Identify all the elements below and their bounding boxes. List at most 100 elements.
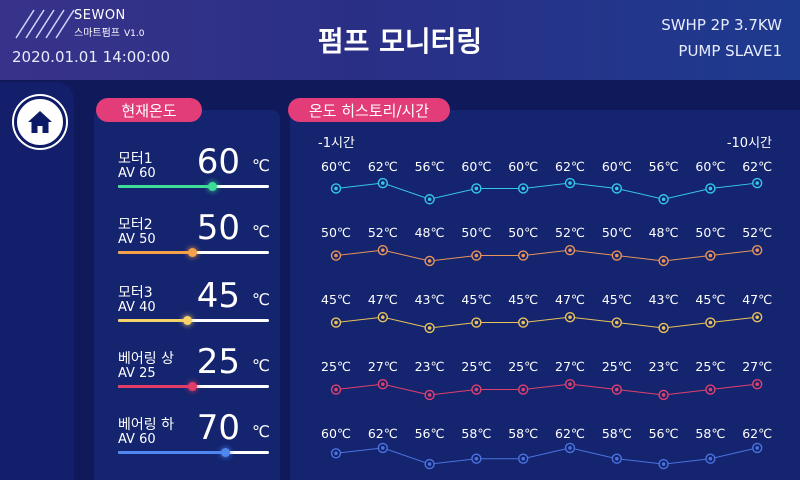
sensor-level-bar [118,382,269,391]
history-value-label: 58℃ [461,426,491,441]
sensor-level-fill [118,185,212,188]
history-point-dot [708,253,713,258]
history-point-dot [521,186,525,191]
history-point-dot [568,248,572,252]
sensor-level-fill [118,385,192,388]
current-temp-panel [94,110,280,480]
history-series-line [335,447,758,465]
sensor-value: 25 [196,342,240,382]
history-point-dot [427,326,432,330]
history-value-label: 27℃ [368,359,398,374]
sensor-bearing-lower: 베어링 하 AV 60 70 ℃ [118,408,270,464]
history-value-label: 27℃ [555,359,585,374]
history-point-dot [521,387,525,392]
sensor-average: AV 40 [118,300,156,315]
history-value-label: 23℃ [415,359,445,374]
history-value-label: 47℃ [555,292,585,307]
history-value-label: 60℃ [321,159,351,174]
history-value-label: 45℃ [695,292,725,307]
sensor-bearing-upper: 베어링 상 AV 25 25 ℃ [118,342,270,398]
history-value-label: 50℃ [508,225,538,240]
history-point-dot [568,315,572,319]
history-value-label: 47℃ [368,292,398,307]
brand-version: V1.0 [124,29,145,39]
sensor-unit: ℃ [252,422,270,441]
history-point-dot [661,197,666,202]
history-value-label: 52℃ [555,225,585,240]
home-icon [28,111,52,133]
sensor-value: 70 [196,408,240,448]
history-value-label: 43℃ [415,292,445,307]
history-value-label: 60℃ [321,426,351,441]
sensor-name: 모터1 [118,151,153,167]
logo-stripes-icon [15,9,75,39]
history-point-dot [708,387,713,392]
header-bar: SEWON 스마트펌프 V1.0 2020.01.01 14:00:00 펌프 모… [0,0,800,80]
history-point-dot [755,181,759,185]
sensor-level-bar [118,182,269,191]
history-value-label: 25℃ [695,359,725,374]
sensor-average: AV 60 [118,432,156,447]
history-point-dot [334,186,338,191]
history-value-label: 56℃ [649,426,679,441]
history-value-label: 47℃ [742,292,772,307]
history-point-dot [381,315,385,319]
brand-name: SEWON [74,8,126,23]
sensor-unit: ℃ [252,156,270,175]
sensor-name: 모터2 [118,217,153,233]
sensor-value: 50 [196,208,240,248]
history-value-label: 48℃ [649,225,679,240]
datetime: 2020.01.01 14:00:00 [12,48,171,66]
history-value-label: 58℃ [695,426,725,441]
history-point-dot [381,181,385,185]
history-value-label: 62℃ [555,426,585,441]
history-point-dot [661,462,666,466]
history-value-label: 25℃ [508,359,538,374]
history-point-dot [568,446,572,450]
history-point-dot [755,248,759,252]
history-point-dot [615,186,619,191]
history-point-dot [474,186,479,191]
sensor-unit: ℃ [252,290,270,309]
history-point-dot [381,248,385,252]
history-value-label: 60℃ [508,159,538,174]
history-point-dot [521,456,525,461]
sensor-name: 베어링 하 [118,417,174,433]
history-value-label: 43℃ [649,292,679,307]
history-value-label: 45℃ [508,292,538,307]
sensor-average: AV 25 [118,366,156,381]
history-point-dot [381,446,385,450]
sensor-level-bar [118,316,269,325]
history-point-dot [615,456,619,461]
sensor-unit: ℃ [252,222,270,241]
sensor-level-fill [118,251,192,254]
history-series-line [335,249,758,262]
history-point-dot [474,456,479,461]
brand-subtitle: 스마트펌프 V1.0 [74,24,144,39]
history-value-label: 45℃ [602,292,632,307]
history-value-label: 45℃ [461,292,491,307]
history-point-dot [427,393,432,397]
sensor-level-knob [207,182,217,191]
home-button[interactable] [14,96,66,148]
history-series-line [335,182,758,200]
history-point-dot [474,320,479,325]
history-value-label: 50℃ [602,225,632,240]
history-value-label: 50℃ [461,225,491,240]
sensor-level-bar [118,448,269,457]
history-value-label: 60℃ [602,159,632,174]
history-chart: 60℃ 62℃ 56℃ 60℃ 60℃ 62℃ 60℃ 56℃ 60℃ 62℃ 50℃ 52℃ 48℃ 5… [321,159,772,470]
history-point-dot [755,382,759,386]
history-point-dot [661,259,666,263]
history-value-label: 60℃ [461,159,491,174]
sensor-level-bar [118,248,269,257]
history-value-label: 25℃ [321,359,351,374]
sensor-level-knob [183,316,193,325]
history-point-dot [568,181,572,185]
history-point-dot [474,253,479,258]
history-point-dot [661,393,666,397]
history-start-label: -1시간 [318,136,355,151]
history-value-label: 50℃ [695,225,725,240]
history-point-dot [755,315,759,319]
history-value-label: 48℃ [415,225,445,240]
